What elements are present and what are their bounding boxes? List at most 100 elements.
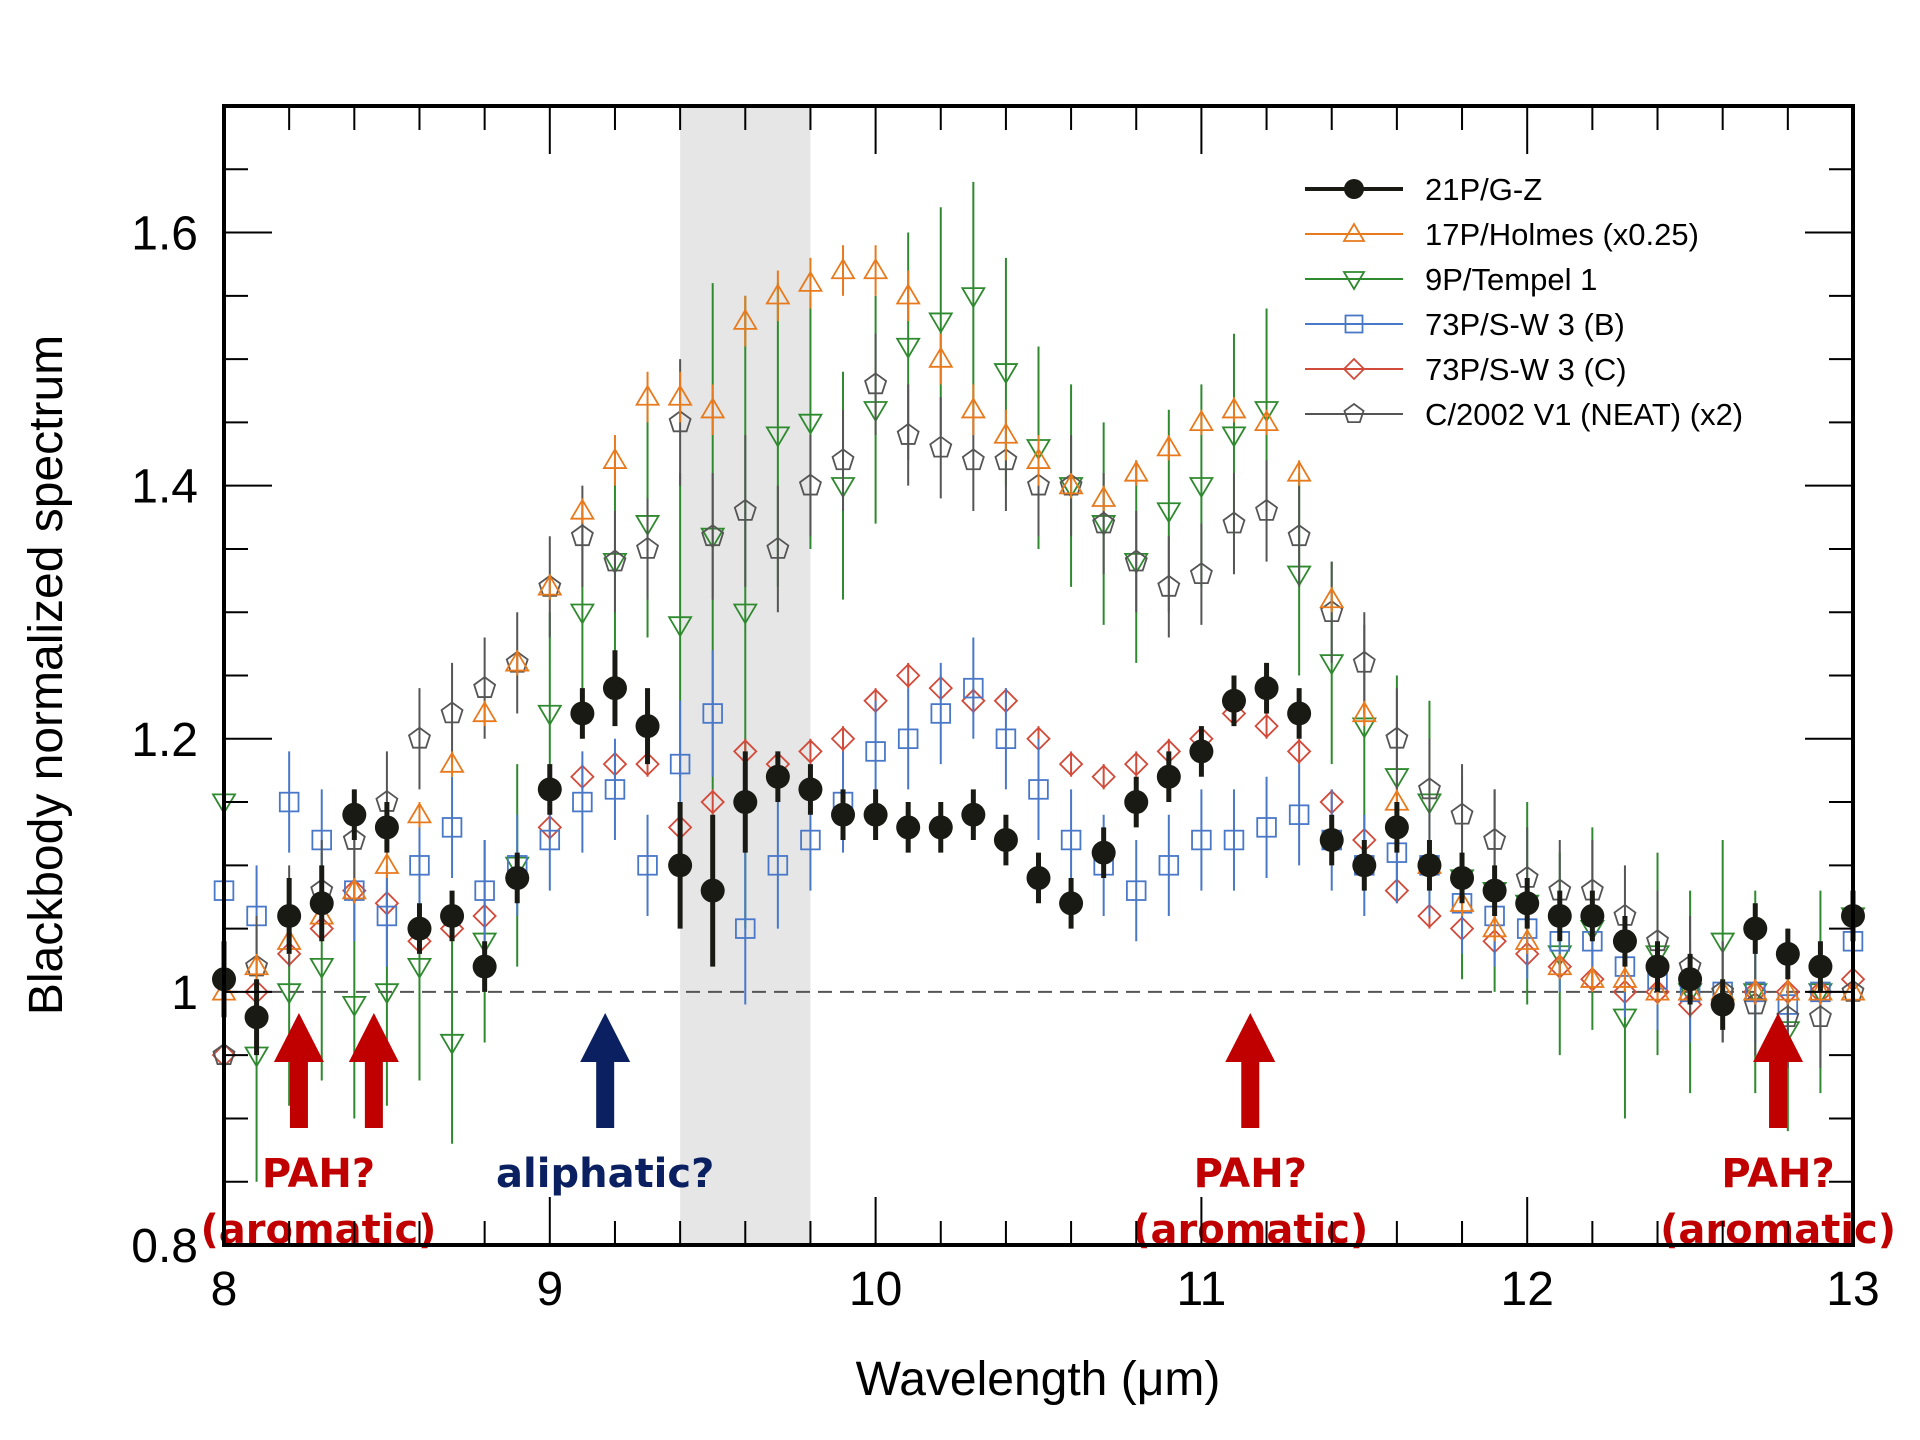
data-point — [1384, 815, 1409, 840]
data-point — [1775, 979, 1801, 1001]
data-point — [1158, 855, 1180, 876]
data-point — [376, 905, 398, 927]
data-point — [1189, 739, 1214, 764]
data-point — [1449, 890, 1475, 912]
data-point — [1223, 829, 1245, 851]
data-point — [1221, 396, 1247, 419]
x-tick-label: 13 — [1826, 1263, 1879, 1316]
data-point — [1417, 853, 1442, 878]
data-point — [309, 957, 335, 980]
data-point — [733, 498, 757, 521]
data-point — [993, 363, 1019, 385]
data-point — [341, 995, 367, 1018]
data-point — [733, 790, 758, 815]
data-point — [669, 753, 691, 775]
data-point — [1514, 928, 1540, 950]
data-point — [1222, 511, 1246, 534]
y-tick-labels: 0.8 1 1.2 1.4 1.6 — [131, 208, 198, 1273]
data-point — [961, 448, 985, 471]
data-point — [1026, 865, 1051, 890]
data-point — [1352, 650, 1376, 673]
data-point — [342, 827, 366, 850]
data-point — [896, 815, 921, 840]
data-point — [1191, 829, 1212, 851]
data-point — [505, 865, 530, 890]
data-point — [895, 337, 921, 360]
data-point — [993, 422, 1019, 444]
data-point — [474, 880, 495, 901]
data-point — [1059, 891, 1084, 916]
data-point — [309, 891, 334, 916]
data-point — [797, 413, 824, 436]
data-point — [1807, 979, 1833, 1001]
data-point — [1060, 829, 1082, 851]
data-point — [473, 676, 497, 698]
legend-label: 21P/G-Z — [1425, 172, 1542, 207]
axis-ticks — [223, 105, 1854, 1246]
data-point — [472, 700, 498, 723]
data-point — [409, 855, 430, 876]
data-point — [634, 384, 661, 406]
data-point — [668, 853, 693, 878]
legend-label: 73P/S-W 3 (B) — [1425, 307, 1625, 342]
data-point — [1221, 688, 1246, 713]
data-point — [244, 953, 270, 976]
data-point — [865, 741, 886, 762]
data-point — [569, 603, 595, 625]
data-point — [635, 751, 660, 777]
data-point — [1775, 941, 1800, 966]
data-point — [572, 791, 593, 813]
data-point — [1450, 802, 1474, 825]
data-point — [1123, 751, 1149, 777]
data-point — [407, 916, 432, 941]
data-point — [570, 701, 595, 726]
data-point — [1221, 426, 1247, 448]
data-point — [569, 498, 595, 520]
data-point — [798, 777, 823, 802]
data-point — [702, 703, 723, 724]
arrow-head — [1753, 1013, 1804, 1062]
legend-marker — [1342, 271, 1366, 291]
annotation-label: PAH? — [1194, 1151, 1307, 1197]
data-point — [668, 410, 692, 433]
data-point — [896, 422, 920, 445]
data-point — [830, 257, 856, 280]
data-point — [1091, 840, 1116, 865]
data-point — [831, 448, 855, 471]
data-point — [1092, 511, 1116, 534]
data-point — [1515, 891, 1540, 916]
data-point — [993, 828, 1018, 853]
arrow-head — [580, 1013, 631, 1062]
data-point — [1808, 954, 1833, 979]
data-point — [406, 957, 433, 980]
data-point — [1125, 880, 1147, 901]
series-1 — [211, 245, 1866, 1005]
data-point — [700, 789, 725, 815]
data-point — [1026, 473, 1051, 496]
legend-label: C/2002 V1 (NEAT) (x2) — [1425, 397, 1743, 432]
data-point — [1286, 460, 1312, 482]
x-tick-label: 8 — [211, 1263, 238, 1316]
data-point — [1547, 953, 1573, 976]
data-point — [472, 954, 497, 979]
arrow-shaft — [364, 1058, 383, 1128]
y-tick-label: 0.8 — [131, 1220, 198, 1273]
data-point — [765, 764, 790, 789]
data-point — [1253, 401, 1280, 423]
data-point — [1156, 434, 1182, 457]
data-point — [897, 728, 919, 750]
x-tick-labels: 8 9 10 11 12 13 — [211, 1263, 1880, 1316]
x-tick-label: 12 — [1501, 1263, 1554, 1316]
legend: 21P/G-Z 17P/Holmes (x0.25) 9P/Tempel 1 73P/… — [1305, 172, 1743, 432]
legend-label: 73P/S-W 3 (C) — [1425, 352, 1627, 387]
data-point — [1028, 779, 1049, 800]
data-point — [1156, 764, 1181, 789]
data-point — [1645, 954, 1670, 979]
data-point — [342, 802, 367, 827]
data-point — [1286, 739, 1312, 764]
data-point — [766, 536, 790, 559]
data-point — [863, 802, 888, 827]
x-tick-label: 9 — [536, 1263, 563, 1316]
arrow-head — [348, 1013, 399, 1062]
data-point — [1091, 485, 1117, 507]
